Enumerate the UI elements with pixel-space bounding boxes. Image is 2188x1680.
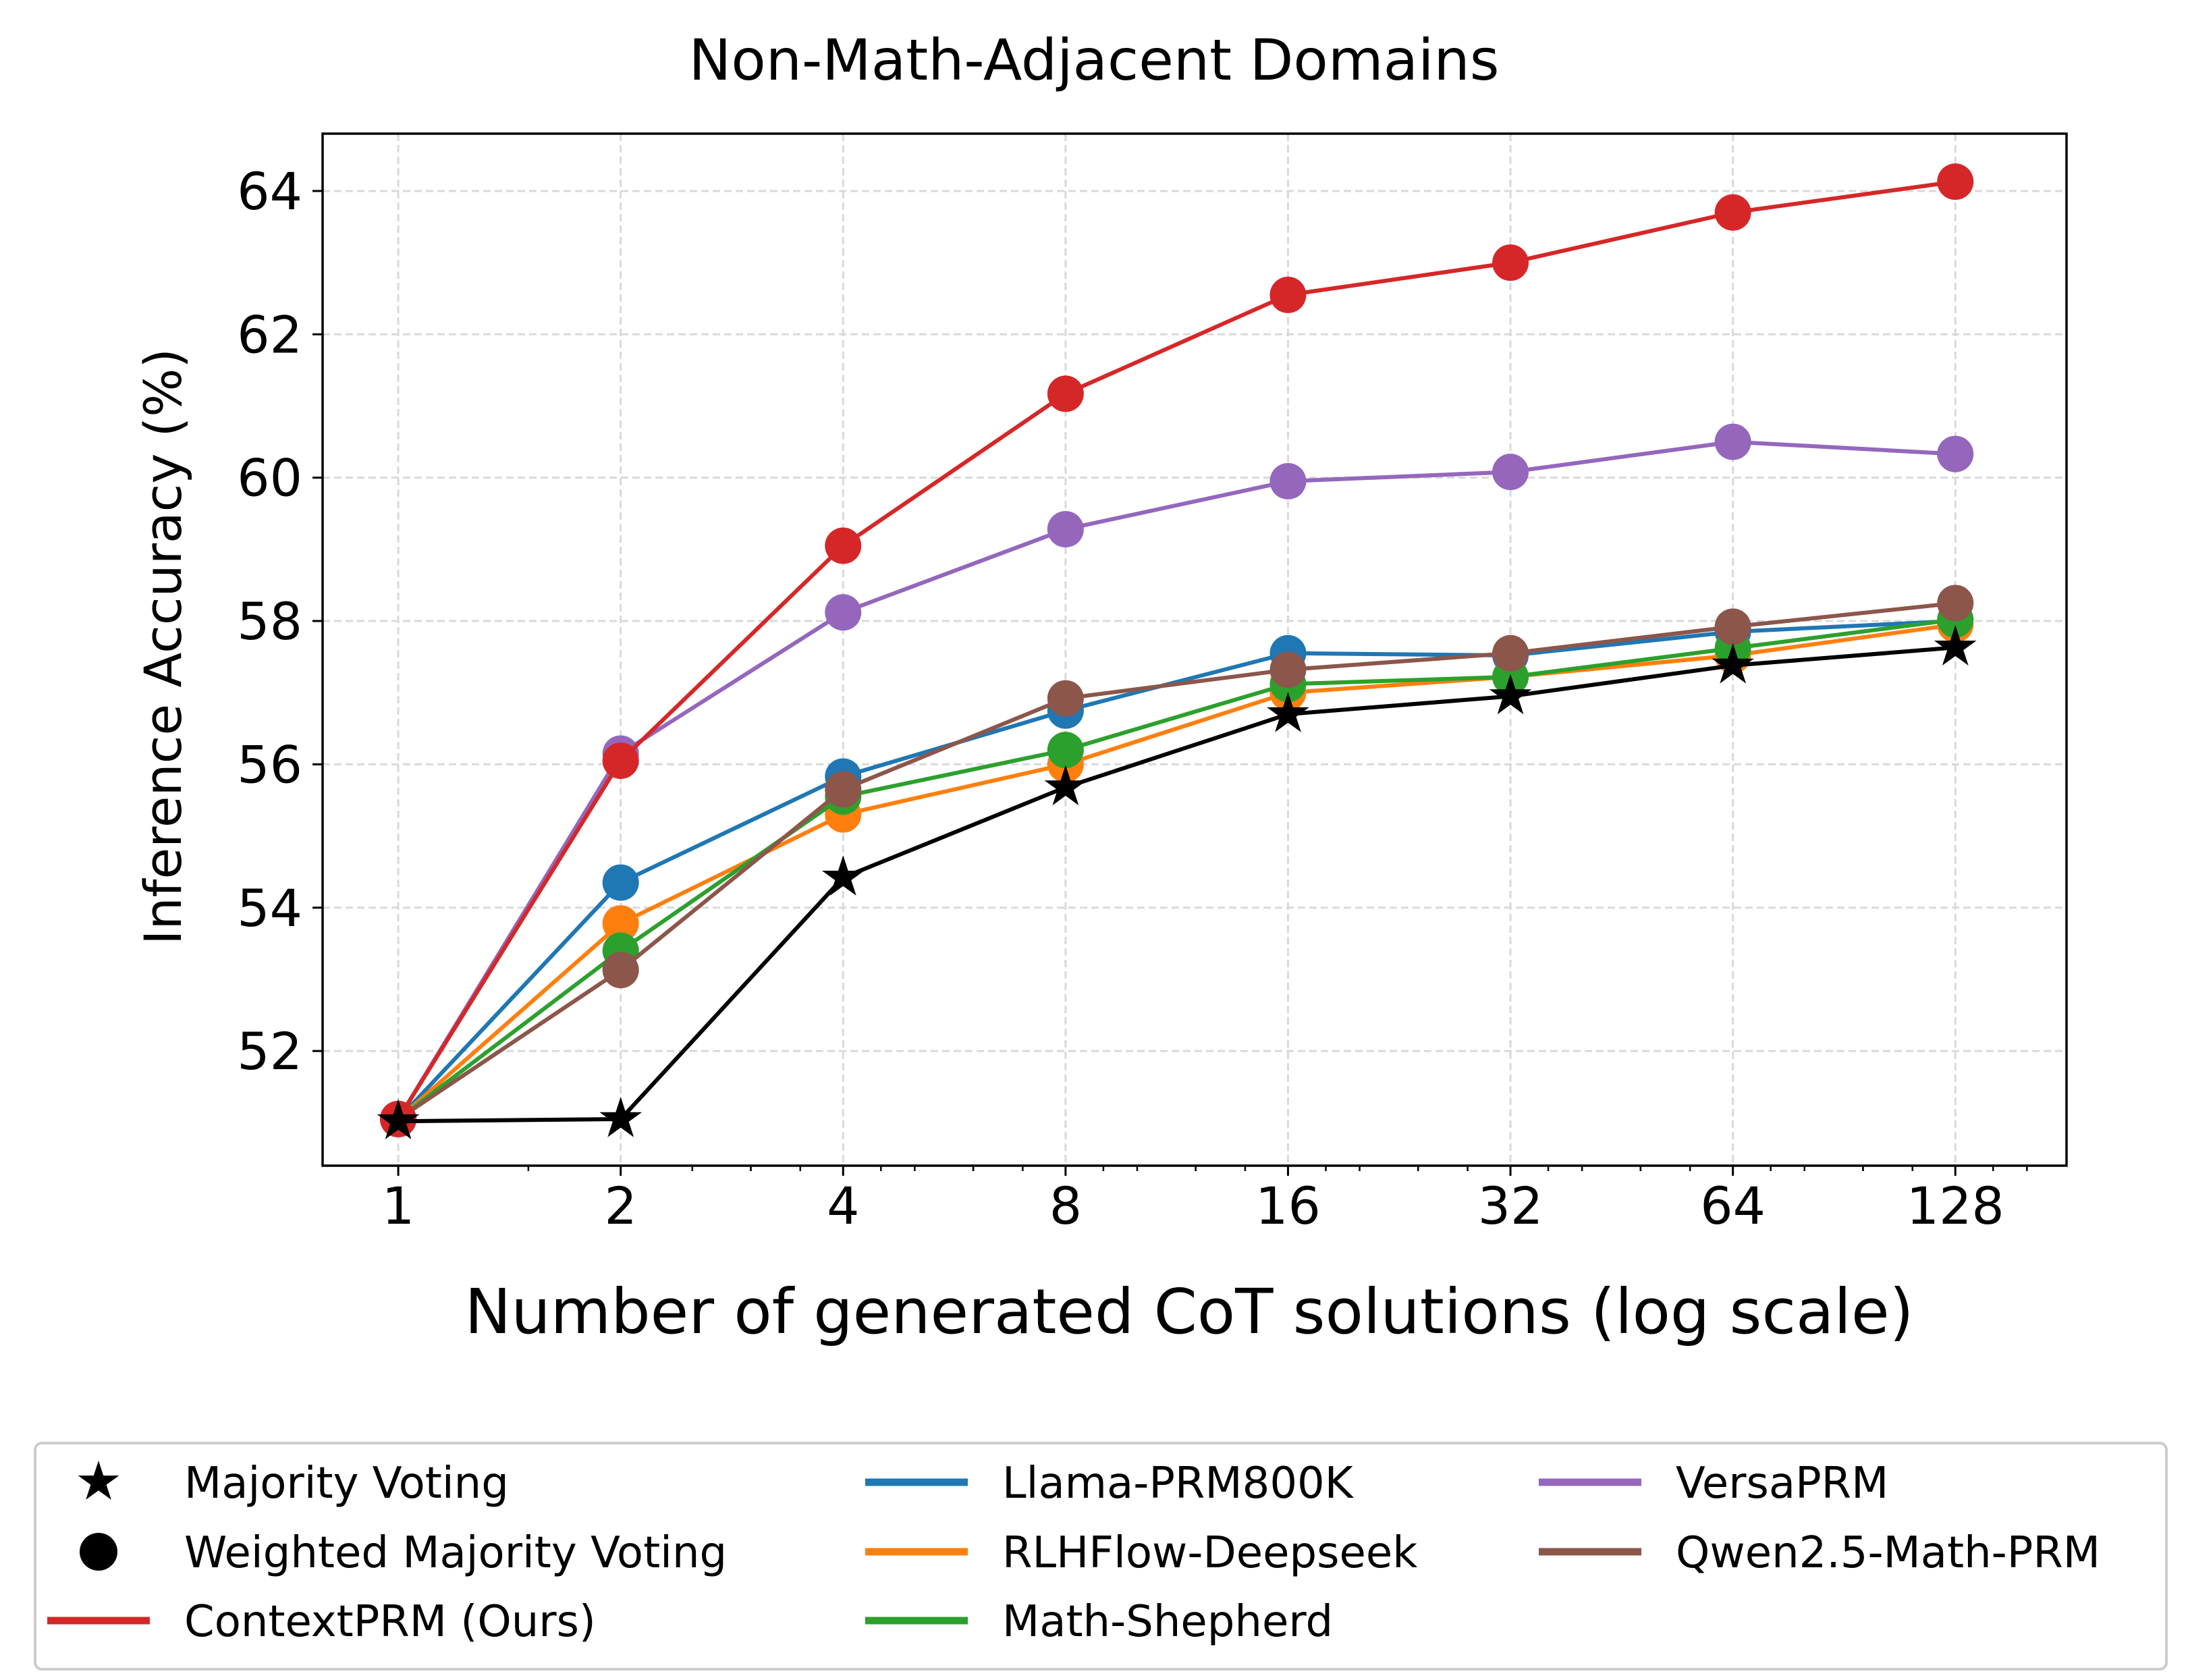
legend-item-weighted-majority-voting: Weighted Majority Voting [80,1528,727,1578]
data-point [602,952,639,989]
data-point-star [599,1097,642,1137]
legend-label: Math-Shepherd [1002,1597,1333,1647]
x-tick-label: 2 [605,1176,637,1236]
data-point-star [821,855,865,896]
x-tick-label: 32 [1478,1176,1543,1236]
series-majority-voting [377,625,1977,1139]
series-line [396,619,1956,1121]
data-point [1047,680,1084,717]
y-tick-label: 58 [237,591,302,651]
legend-item-llama-prm800k: Llama-PRM800K [865,1459,1355,1509]
data-point [825,527,862,564]
legend-swatch-star [78,1461,119,1500]
plot-area-frame [321,132,2068,1167]
data-point [1937,435,1974,472]
legend-label: VersaPRM [1676,1459,1888,1509]
y-tick-label: 52 [237,1021,302,1081]
series-line [397,617,1956,1121]
data-point [602,864,639,901]
data-point [1047,375,1084,412]
data-point [1047,511,1084,548]
data-point [1937,163,1974,200]
data-point [1492,454,1529,491]
legend-label: Majority Voting [184,1459,509,1509]
series-line [396,439,1956,1120]
data-point [1714,194,1751,231]
legend-label: RLHFlow-Deepseek [1002,1528,1417,1578]
data-point [1492,634,1529,672]
data-point [1714,423,1751,460]
legend-label: Qwen2.5-Math-PRM [1676,1528,2100,1578]
data-point [1269,651,1307,688]
data-point [602,905,639,942]
data-point-star [1712,643,1754,684]
legend-item-versaprm: VersaPRM [1539,1459,1888,1509]
y-tick-label: 60 [237,448,302,508]
chart-title: Non-Math-Adjacent Domains [689,27,1500,93]
axes-layer: 1 2 4 8 16 32 64 128 52 54 56 58 60 62 64 [237,161,2028,1236]
data-point-star [1044,765,1087,806]
legend-item-qwen2-5-math-prm: Qwen2.5-Math-PRM [1539,1528,2100,1578]
legend: Majority Voting Weighted Majority Voting C… [34,1442,2168,1671]
legend-item-majority-voting: Majority Voting [78,1459,509,1509]
y-tick-label: 54 [237,878,302,938]
legend-swatch-circle [80,1533,117,1571]
series-line [397,622,1956,1121]
x-tick-label: 128 [1907,1176,2004,1236]
data-point-star [1489,674,1532,715]
data-point-star [1934,625,1977,666]
series-layer [377,163,1977,1139]
series-line [397,601,1956,1121]
legend-label: Weighted Majority Voting [184,1528,727,1578]
legend-frame [34,1442,2168,1671]
y-tick-label: 64 [237,161,302,221]
y-tick-label: 56 [237,734,302,794]
legend-label: ContextPRM (Ours) [184,1597,596,1647]
legend-item-rlhflow-deepseek: RLHFlow-Deepseek [865,1528,1417,1578]
data-point [825,594,862,631]
series-line [398,645,1956,1124]
y-tick-label: 62 [237,304,302,364]
x-tick-label: 1 [382,1176,414,1236]
legend-item-math-shepherd: Math-Shepherd [865,1597,1333,1647]
y-axis-label: Inference Accuracy (%) [133,348,193,945]
data-point [1492,244,1529,281]
data-point [1047,732,1084,769]
data-point [1269,276,1307,313]
data-point-star [1267,692,1309,732]
x-tick-label: 16 [1255,1176,1321,1236]
data-point [1269,462,1307,499]
data-point [602,742,639,780]
x-tick-label: 8 [1049,1176,1082,1236]
data-point-star [377,1099,420,1139]
x-tick-label: 4 [827,1176,859,1236]
data-point [1714,608,1751,645]
series-contextprm-ours [380,163,1974,1137]
x-tick-label: 64 [1700,1176,1766,1236]
data-point [1937,585,1974,622]
legend-label: Llama-PRM800K [1002,1459,1355,1509]
legend-item-contextprm-ours: ContextPRM (Ours) [47,1597,596,1647]
x-axis-label: Number of generated CoT solutions (log s… [465,1276,1914,1348]
data-point [825,771,862,808]
series-line [396,180,1956,1120]
